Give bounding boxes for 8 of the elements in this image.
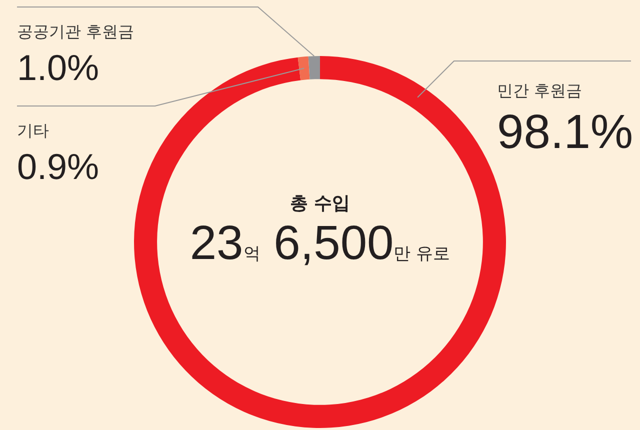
slice-label: 기타 — [17, 121, 49, 140]
data-label: 98.1% — [497, 106, 634, 159]
slice-label: 공공기관 후원금 — [17, 22, 134, 41]
data-label: 1.0% — [17, 47, 100, 88]
data-label: 0.9% — [17, 146, 100, 187]
text: 23억 6,500만 유로 — [190, 217, 450, 270]
text: 총 수입 — [290, 192, 350, 216]
slice-label: 민간 후원금 — [497, 81, 582, 100]
